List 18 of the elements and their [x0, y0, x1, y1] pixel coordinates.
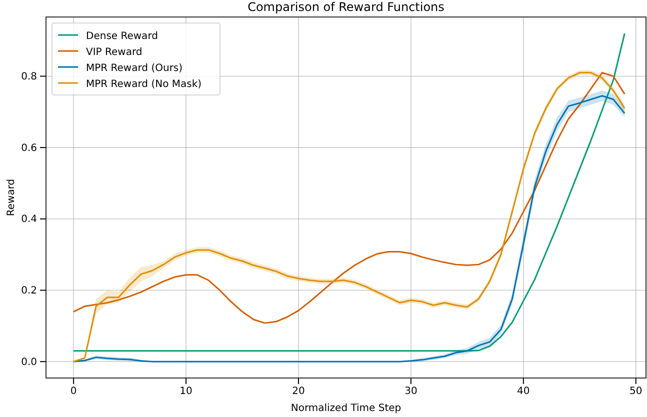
y-tick-label: 0.2 — [21, 285, 37, 296]
legend-label: MPR Reward (Ours) — [86, 63, 183, 74]
x-tick-label: 40 — [517, 386, 530, 398]
x-tick-label: 30 — [404, 386, 418, 398]
legend-label: Dense Reward — [86, 31, 158, 42]
y-tick-label: 0.4 — [21, 214, 37, 226]
x-axis-title: Normalized Time Step — [290, 403, 402, 414]
y-tick-label: 0.8 — [21, 71, 37, 82]
x-tick-label: 0 — [70, 386, 77, 398]
chart-title: Comparison of Reward Functions — [248, 0, 444, 14]
y-axis-title: Reward — [6, 178, 17, 216]
y-tick-label: 0.0 — [21, 356, 37, 368]
x-tick-label: 50 — [630, 386, 642, 398]
legend-label: VIP Reward — [86, 47, 142, 58]
y-tick-label: 0.6 — [21, 142, 37, 154]
legend-label: MPR Reward (No Mask) — [86, 79, 202, 90]
x-tick-label: 20 — [292, 386, 305, 398]
x-tick-label: 10 — [180, 386, 192, 398]
